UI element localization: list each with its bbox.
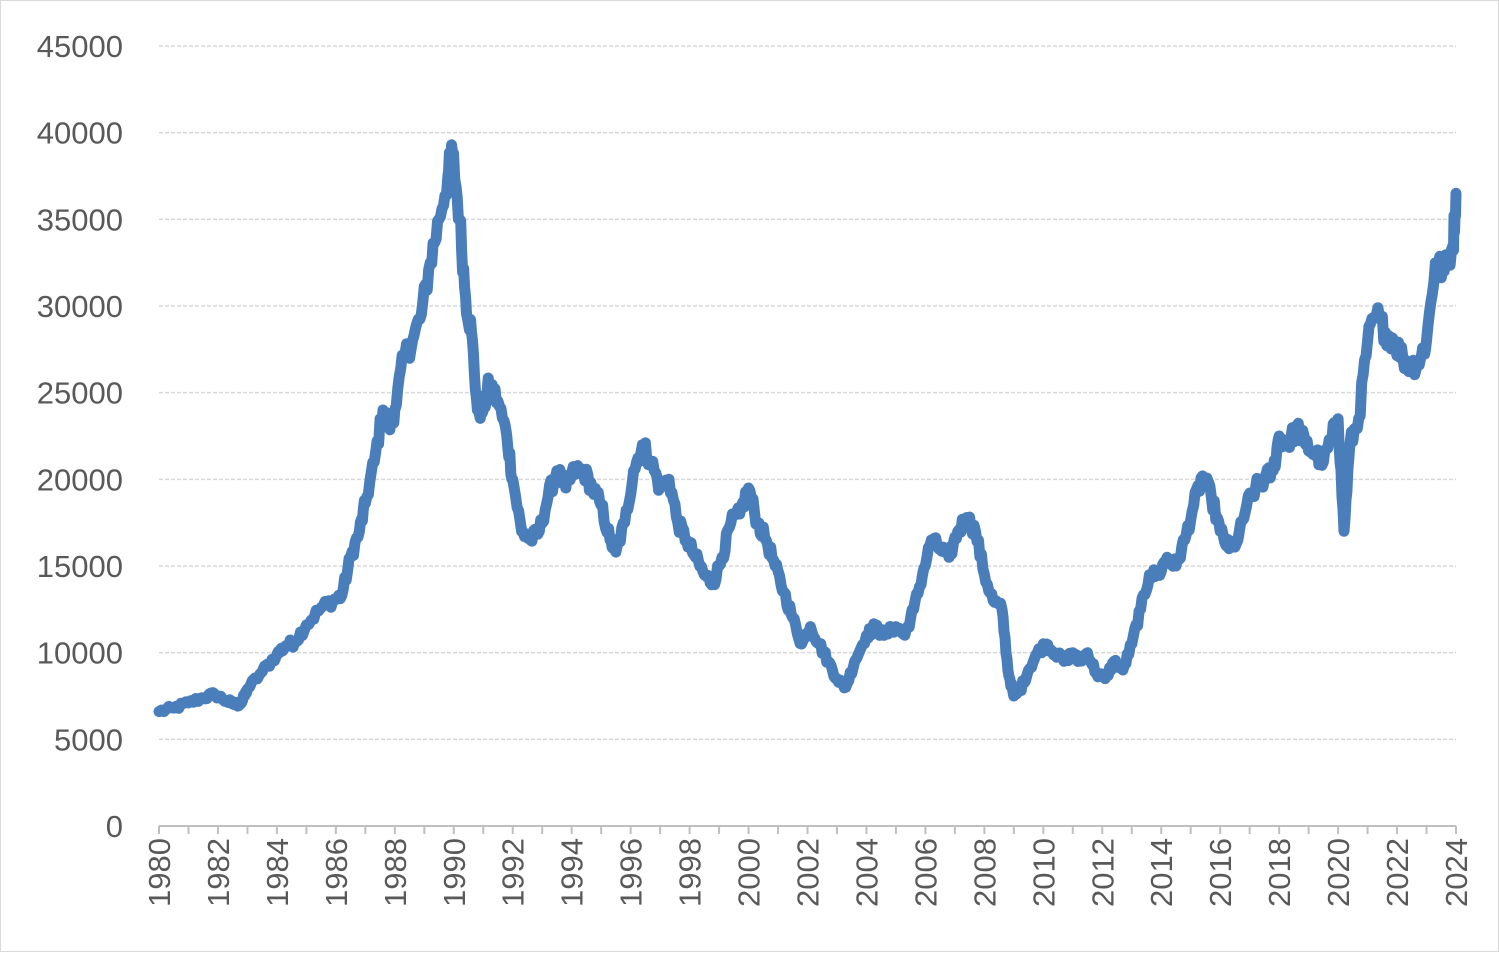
x-tick-label: 2012 [1085, 838, 1120, 907]
x-tick-label: 2022 [1380, 838, 1415, 907]
x-tick-label: 1980 [142, 838, 177, 907]
y-tick-label: 20000 [37, 462, 123, 497]
x-tick-label: 1982 [201, 838, 236, 907]
x-tick-label: 2024 [1439, 838, 1474, 907]
y-tick-label: 10000 [37, 636, 123, 671]
x-tick-label: 1990 [437, 838, 472, 907]
y-tick-label: 30000 [37, 289, 123, 324]
x-tick-label: 2000 [732, 838, 767, 907]
y-tick-label: 5000 [54, 722, 123, 757]
y-tick-label: 45000 [37, 29, 123, 64]
y-tick-label: 35000 [37, 202, 123, 237]
x-tick-label: 1988 [378, 838, 413, 907]
x-tick-label: 2002 [791, 838, 826, 907]
y-tick-label: 40000 [37, 116, 123, 151]
x-tick-label: 2016 [1203, 838, 1238, 907]
x-tick-label: 2020 [1321, 838, 1356, 907]
x-tick-label: 2010 [1026, 838, 1061, 907]
x-tick-label: 2006 [908, 838, 943, 907]
x-tick-label: 2004 [849, 838, 884, 907]
x-tick-label: 2008 [967, 838, 1002, 907]
x-axis-ticks: 1980 1982 1984 1986 1988 1990 1992 1994 1996 1998… [142, 826, 1474, 907]
x-tick-label: 1984 [260, 838, 295, 907]
x-tick-label: 1998 [673, 838, 708, 907]
x-tick-label: 1996 [614, 838, 649, 907]
y-tick-label: 15000 [37, 549, 123, 584]
series-group [153, 139, 1462, 718]
y-tick-label: 0 [106, 809, 123, 844]
series-line-0 [153, 139, 1462, 718]
x-tick-label: 1992 [496, 838, 531, 907]
x-tick-label: 2018 [1262, 838, 1297, 907]
x-tick-label: 1986 [319, 838, 354, 907]
y-tick-label: 25000 [37, 376, 123, 411]
x-tick-label: 1994 [555, 838, 590, 907]
x-tick-label: 2014 [1144, 838, 1179, 907]
y-axis-tick-labels: 0 5000 10000 15000 20000 25000 30000 35000 40000… [37, 29, 123, 844]
